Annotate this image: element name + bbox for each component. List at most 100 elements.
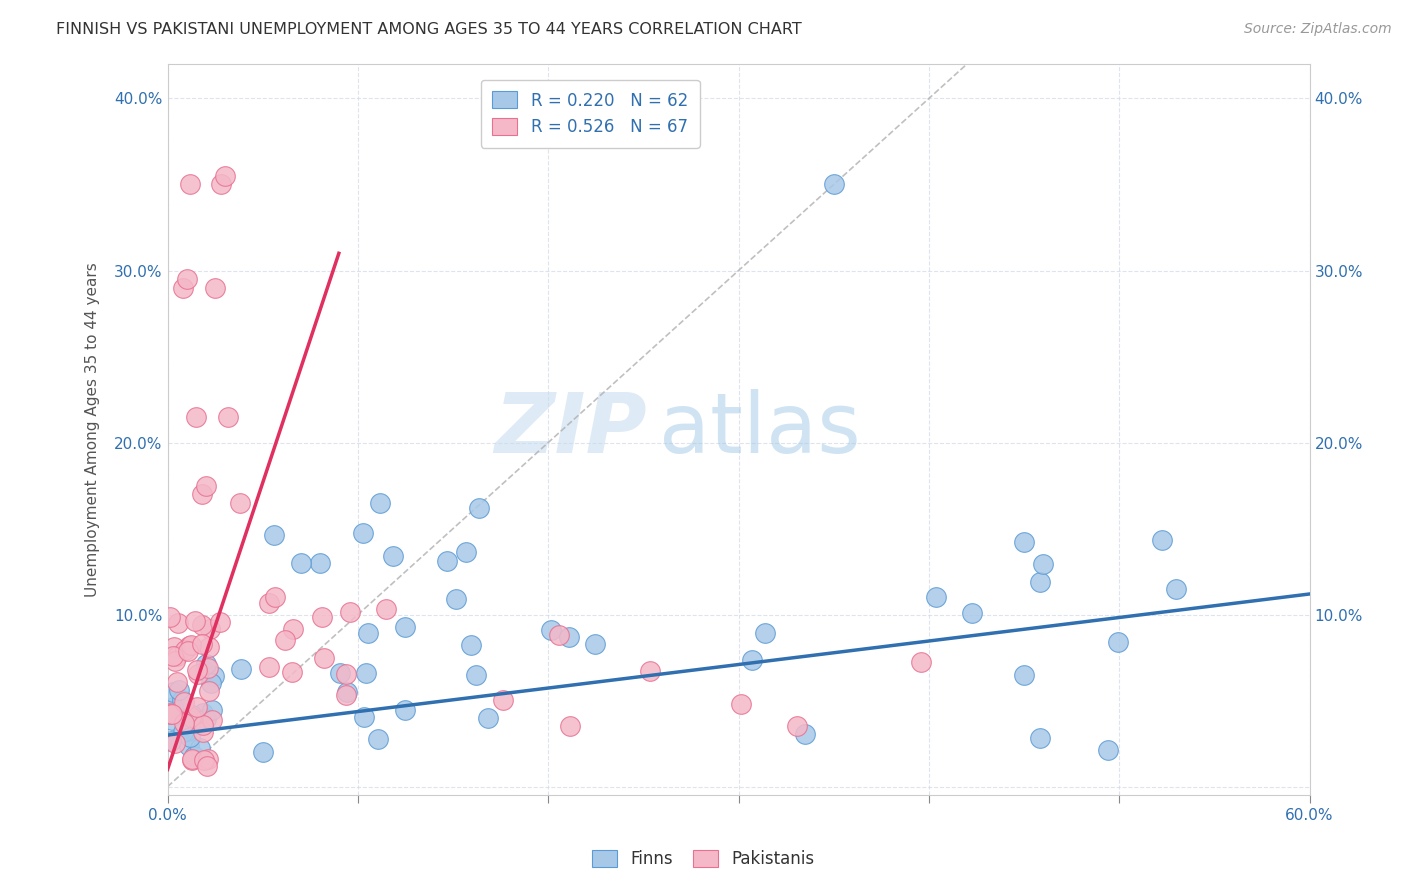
Point <box>191 717 214 731</box>
Point <box>394 620 416 634</box>
Point <box>308 556 330 570</box>
Point <box>217 409 239 424</box>
Point <box>174 643 197 657</box>
Point <box>1107 635 1129 649</box>
Point <box>558 719 581 733</box>
Point <box>367 731 389 746</box>
Point <box>179 730 201 744</box>
Point <box>353 710 375 724</box>
Point <box>252 745 274 759</box>
Point <box>1014 535 1036 549</box>
Point <box>197 751 219 765</box>
Legend: Finns, Pakistanis: Finns, Pakistanis <box>585 843 821 875</box>
Point <box>204 281 226 295</box>
Point <box>202 668 225 682</box>
Point <box>159 706 181 720</box>
Point <box>794 727 817 741</box>
Point <box>209 178 232 192</box>
Point <box>172 724 194 739</box>
Point <box>314 650 336 665</box>
Point <box>548 627 571 641</box>
Point <box>191 637 214 651</box>
Point <box>195 712 218 726</box>
Point <box>183 748 205 763</box>
Point <box>381 549 404 563</box>
Point <box>1029 731 1052 745</box>
Point <box>160 706 183 721</box>
Point <box>184 409 207 424</box>
Point <box>786 718 808 732</box>
Point <box>910 655 932 669</box>
Point <box>181 708 204 723</box>
Point <box>464 667 486 681</box>
Point <box>339 605 361 619</box>
Text: ZIP: ZIP <box>495 389 647 470</box>
Point <box>1166 582 1188 596</box>
Point <box>214 169 236 183</box>
Text: atlas: atlas <box>658 389 860 470</box>
Point <box>159 706 181 721</box>
Point <box>191 725 214 739</box>
Point <box>540 624 562 638</box>
Point <box>176 724 198 739</box>
Point <box>454 545 477 559</box>
Point <box>194 478 217 492</box>
Text: Source: ZipAtlas.com: Source: ZipAtlas.com <box>1244 22 1392 37</box>
Point <box>356 665 378 680</box>
Point <box>1029 575 1052 590</box>
Point <box>229 496 252 510</box>
Point <box>183 614 205 628</box>
Point <box>201 713 224 727</box>
Point <box>477 711 499 725</box>
Point <box>163 736 186 750</box>
Point <box>436 554 458 568</box>
Point <box>201 703 224 717</box>
Point <box>180 753 202 767</box>
Point <box>444 592 467 607</box>
Point <box>191 487 214 501</box>
Point <box>194 665 217 679</box>
Point <box>162 685 184 699</box>
Point <box>166 615 188 630</box>
Point <box>290 556 312 570</box>
Point <box>264 591 287 605</box>
Point <box>198 684 221 698</box>
Point <box>200 676 222 690</box>
Point <box>281 665 304 679</box>
Point <box>259 596 281 610</box>
Point <box>1152 533 1174 548</box>
Point <box>468 501 491 516</box>
Point <box>960 606 983 620</box>
Point <box>375 601 398 615</box>
Point <box>159 734 181 748</box>
Point <box>925 591 948 605</box>
Point <box>197 661 219 675</box>
Point <box>1032 558 1054 572</box>
Point <box>163 640 186 654</box>
Point <box>162 713 184 727</box>
Point <box>311 609 333 624</box>
Point <box>335 667 357 681</box>
Point <box>823 178 845 192</box>
Point <box>357 625 380 640</box>
Text: FINNISH VS PAKISTANI UNEMPLOYMENT AMONG AGES 35 TO 44 YEARS CORRELATION CHART: FINNISH VS PAKISTANI UNEMPLOYMENT AMONG … <box>56 22 801 37</box>
Point <box>186 663 208 677</box>
Point <box>162 648 184 663</box>
Point <box>162 700 184 714</box>
Point <box>173 716 195 731</box>
Point <box>741 653 763 667</box>
Point <box>173 695 195 709</box>
Point <box>335 688 357 702</box>
Point <box>193 753 215 767</box>
Point <box>195 759 218 773</box>
Point <box>195 657 218 671</box>
Point <box>1097 743 1119 757</box>
Point <box>163 654 186 668</box>
Point <box>336 684 359 698</box>
Point <box>352 526 374 541</box>
Point <box>172 281 194 295</box>
Point <box>370 496 392 510</box>
Point <box>190 741 212 756</box>
Point <box>263 528 285 542</box>
Point <box>191 618 214 632</box>
